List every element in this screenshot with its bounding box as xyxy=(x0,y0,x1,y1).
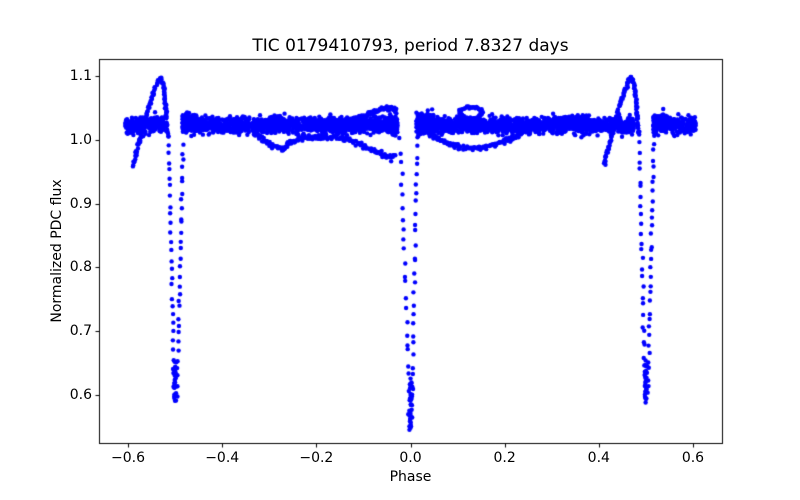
x-tick-label: 0.0 xyxy=(399,450,422,466)
y-tick-label: 0.7 xyxy=(69,323,92,340)
y-tick-label: 1.1 xyxy=(69,67,92,84)
x-tick-label: 0.2 xyxy=(493,450,516,466)
x-axis-label: Phase xyxy=(389,469,432,485)
y-tick-label: 1.0 xyxy=(69,131,92,148)
x-tick-label: −0.4 xyxy=(205,450,240,466)
y-tick-label: 0.9 xyxy=(69,195,92,212)
x-tick-label: −0.6 xyxy=(111,450,146,466)
y-tick-label: 0.8 xyxy=(69,259,92,276)
y-axis-label: Normalized PDC flux xyxy=(49,179,65,323)
x-tick-label: 0.4 xyxy=(587,450,610,466)
x-tick-label: −0.2 xyxy=(299,450,334,466)
y-tick-label: 0.6 xyxy=(69,386,92,403)
x-tick-label: 0.6 xyxy=(681,450,705,466)
